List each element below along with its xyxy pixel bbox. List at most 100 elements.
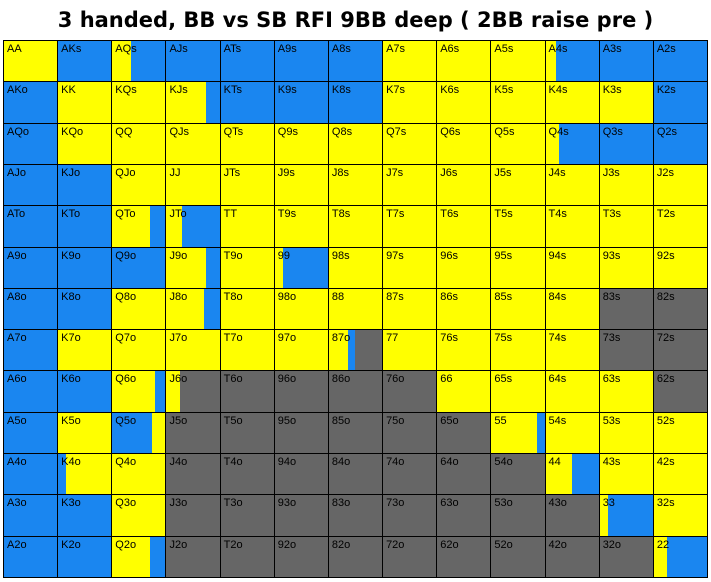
- action-segment: [491, 41, 545, 82]
- hand-cell: TT: [220, 206, 274, 247]
- hand-label: J7o: [169, 332, 188, 345]
- hand-cell: 53s: [599, 412, 653, 454]
- action-segment: [328, 247, 383, 288]
- hand-label: 94o: [277, 456, 297, 469]
- hand-cell: 95o: [274, 412, 328, 454]
- action-segment: [274, 536, 328, 577]
- hand-cell: 64s: [545, 371, 599, 412]
- action-segment: [328, 454, 383, 495]
- hand-label: T9s: [277, 208, 297, 221]
- action-segment: [328, 330, 348, 371]
- hand-cell: 54s: [545, 412, 599, 454]
- hand-label: K7s: [386, 84, 406, 97]
- hand-cell: A6o: [4, 371, 58, 412]
- action-segment: [166, 495, 220, 536]
- hand-label: KTs: [223, 84, 242, 97]
- hand-cell: K4o: [58, 454, 112, 495]
- hand-label: 92o: [277, 538, 297, 551]
- hand-label: J5o: [169, 414, 188, 427]
- hand-cell: K2o: [58, 536, 112, 577]
- hand-cell: Q5s: [491, 123, 545, 164]
- range-grid: AA AKs AQs AJs ATs A9s A8s A7s A6s A5s A4s A3s A2s AK…: [3, 40, 708, 578]
- action-segment: [112, 82, 166, 123]
- hand-label: T3s: [602, 208, 622, 221]
- hand-cell: A9s: [274, 41, 328, 82]
- hand-cell: 94o: [274, 454, 328, 495]
- hand-cell: 44: [545, 454, 599, 495]
- hand-cell: AJo: [4, 164, 58, 206]
- hand-cell: A8s: [328, 41, 383, 82]
- action-segment: [166, 206, 183, 247]
- hand-cell: A7o: [4, 330, 58, 371]
- hand-label: 99: [277, 249, 291, 262]
- hand-label: Q6o: [115, 373, 137, 386]
- hand-label: 96o: [277, 373, 297, 386]
- action-segment: [383, 82, 437, 123]
- action-segment: [653, 454, 707, 495]
- action-segment: [274, 247, 283, 288]
- hand-label: 73s: [602, 332, 621, 345]
- action-segment: [274, 371, 328, 412]
- action-segment: [491, 412, 537, 454]
- hand-cell: Q9s: [274, 123, 328, 164]
- hand-label: 54o: [494, 456, 513, 469]
- hand-cell: 42s: [653, 454, 707, 495]
- hand-cell: A5o: [4, 412, 58, 454]
- hand-label: K4s: [548, 84, 568, 97]
- hand-label: T5o: [223, 414, 243, 427]
- action-segment: [274, 41, 328, 82]
- action-segment: [149, 536, 166, 577]
- action-segment: [437, 454, 491, 495]
- action-segment: [58, 82, 112, 123]
- hand-label: K8s: [331, 84, 351, 97]
- hand-cell: 32s: [653, 495, 707, 536]
- action-segment: [545, 41, 557, 82]
- hand-label: 22: [656, 538, 670, 551]
- hand-cell: 74s: [545, 330, 599, 371]
- action-segment: [166, 536, 220, 577]
- action-segment: [599, 247, 653, 288]
- action-segment: [58, 536, 112, 577]
- hand-cell: 62s: [653, 371, 707, 412]
- action-segment: [166, 41, 220, 82]
- action-segment: [437, 536, 491, 577]
- hand-label: 75s: [494, 332, 513, 345]
- hand-label: K3s: [602, 84, 622, 97]
- hand-label: 64s: [548, 373, 567, 386]
- hand-cell: A3s: [599, 41, 653, 82]
- hand-label: A4s: [548, 43, 568, 55]
- action-segment: [154, 371, 166, 412]
- hand-label: 88: [331, 290, 345, 303]
- action-segment: [653, 495, 707, 536]
- hand-label: Q7o: [115, 332, 137, 345]
- hand-cell: 76s: [437, 330, 491, 371]
- hand-label: T7o: [223, 332, 243, 345]
- action-segment: [599, 371, 653, 412]
- action-segment: [4, 536, 58, 577]
- hand-label: J6o: [169, 373, 188, 386]
- action-segment: [58, 412, 112, 454]
- hand-cell: 87o: [328, 330, 383, 371]
- hand-label: Q5s: [494, 125, 515, 138]
- action-segment: [599, 536, 653, 577]
- hand-label: Q4s: [548, 125, 569, 138]
- action-segment: [328, 371, 383, 412]
- hand-label: 96s: [440, 249, 458, 262]
- hand-cell: T5s: [491, 206, 545, 247]
- action-segment: [58, 288, 112, 330]
- hand-cell: T9s: [274, 206, 328, 247]
- hand-label: 77: [386, 332, 399, 345]
- action-segment: [66, 454, 112, 495]
- hand-cell: KK: [58, 82, 112, 123]
- hand-label: KTo: [61, 208, 81, 221]
- hand-label: J6s: [440, 166, 458, 179]
- action-segment: [274, 495, 328, 536]
- hand-label: A2o: [7, 538, 27, 551]
- hand-label: Q2s: [656, 125, 678, 138]
- hand-cell: 86o: [328, 371, 383, 412]
- hand-label: 83s: [602, 290, 621, 303]
- hand-cell: A4s: [545, 41, 599, 82]
- action-segment: [282, 247, 328, 288]
- hand-label: 95s: [494, 249, 513, 262]
- action-segment: [383, 454, 437, 495]
